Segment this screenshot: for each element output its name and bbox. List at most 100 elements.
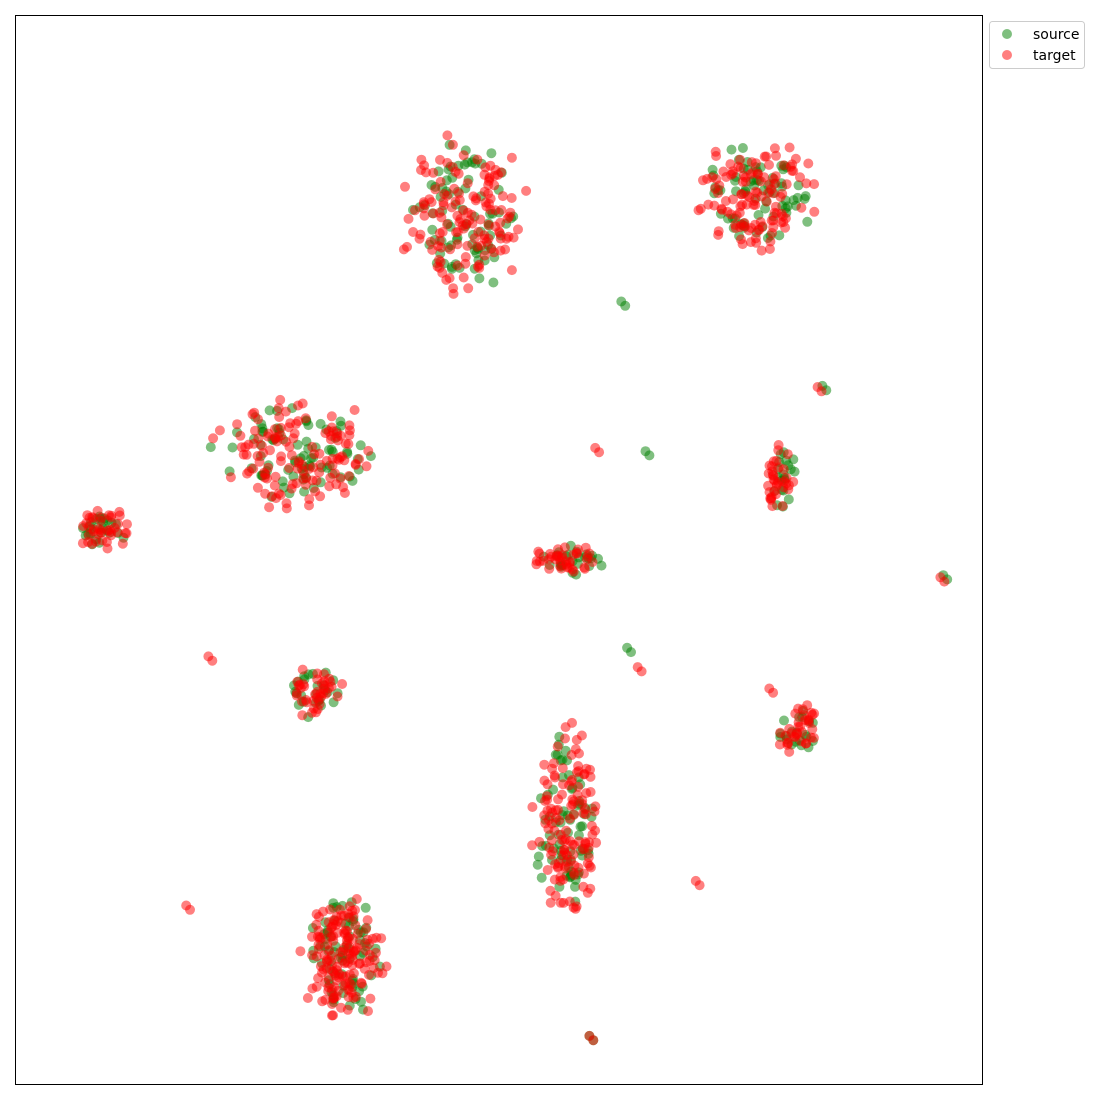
point-target-594	[573, 781, 584, 792]
point-target-673	[557, 763, 568, 774]
point-target-843	[342, 1004, 353, 1015]
point-target-240	[711, 151, 722, 161]
point-target-242	[809, 206, 820, 217]
point-target-93	[450, 196, 461, 207]
point-target-425	[88, 524, 99, 535]
point-target-699	[568, 902, 579, 913]
point-source-146	[802, 216, 813, 227]
point-target-448	[783, 484, 794, 495]
point-target-246	[740, 172, 751, 183]
point-target-692	[572, 767, 582, 778]
point-source-172	[264, 405, 275, 416]
point-source-31	[474, 273, 485, 284]
point-target-118	[426, 197, 437, 208]
point-target-415	[117, 538, 128, 549]
point-target-368	[235, 430, 246, 441]
point-source-352	[536, 872, 547, 883]
point-target-56	[452, 239, 463, 250]
point-target-249	[801, 178, 812, 189]
point-target-138	[463, 283, 474, 294]
point-target-705	[540, 818, 551, 829]
point-target-239	[790, 153, 801, 164]
points-layer	[77, 130, 953, 1046]
point-target-397	[87, 538, 97, 549]
point-target-481	[579, 563, 590, 574]
point-target-184	[770, 171, 781, 182]
point-target-9	[428, 167, 439, 178]
point-target-680	[558, 897, 569, 908]
point-target-852	[322, 956, 332, 967]
point-source-197	[205, 442, 216, 453]
point-target-858	[340, 971, 351, 982]
point-target-215	[718, 166, 729, 177]
point-target-700	[557, 789, 567, 800]
point-target-374	[264, 502, 275, 513]
point-target-111	[501, 233, 512, 244]
point-target-204	[730, 219, 741, 230]
point-target-127	[484, 172, 495, 183]
point-target-359	[315, 491, 326, 502]
point-target-833	[365, 993, 376, 1004]
point-target-337	[297, 459, 308, 470]
point-target-523	[332, 691, 343, 702]
point-target-539	[319, 676, 330, 687]
point-target-424	[82, 510, 93, 521]
point-target-859	[327, 1010, 337, 1021]
point-target-702	[566, 750, 577, 760]
point-target-847	[318, 906, 329, 917]
point-target-327	[252, 482, 263, 493]
point-target-112	[447, 162, 458, 173]
point-target-693	[560, 722, 571, 733]
point-target-198	[809, 179, 820, 190]
point-target-556	[802, 700, 813, 711]
point-target-687	[568, 867, 579, 878]
point-target-18	[445, 244, 456, 255]
point-target-117	[408, 227, 419, 237]
point-target-540	[318, 683, 329, 694]
point-target-388	[262, 473, 272, 484]
point-source-80	[737, 143, 748, 153]
legend-marker-source	[1002, 29, 1012, 39]
point-target-272	[326, 411, 337, 422]
point-target-59	[497, 191, 508, 202]
point-target-845	[364, 950, 375, 960]
point-target-236	[784, 142, 795, 153]
point-source-196	[315, 418, 326, 429]
point-target-535	[294, 679, 305, 690]
point-target-429	[104, 524, 115, 535]
point-target-338	[287, 479, 298, 490]
point-target-125	[474, 259, 485, 270]
point-target-839	[311, 981, 322, 992]
point-target-356	[307, 475, 318, 486]
point-target-757	[363, 1006, 373, 1017]
point-target-370	[343, 471, 354, 481]
point-target-630	[549, 770, 560, 781]
point-target-844	[346, 987, 357, 998]
point-target-704	[590, 825, 601, 836]
point-target-709	[561, 850, 572, 860]
point-target-389	[253, 433, 264, 444]
point-target-134	[506, 265, 517, 276]
point-target-694	[540, 796, 550, 806]
point-target-139	[452, 210, 463, 221]
point-target-386	[263, 428, 274, 439]
point-target-543	[313, 695, 324, 705]
point-target-838	[333, 985, 344, 996]
point-target-224	[703, 199, 714, 210]
point-target-867	[694, 880, 705, 891]
point-target-219	[795, 172, 805, 183]
point-target-855	[313, 925, 324, 936]
point-target-354	[254, 456, 265, 467]
point-target-863	[207, 655, 218, 666]
point-target-809	[350, 920, 361, 931]
point-source-404	[552, 749, 563, 760]
point-target-319	[293, 416, 304, 427]
point-target-504	[581, 554, 592, 565]
point-target-16	[414, 233, 425, 244]
point-target-596	[576, 730, 587, 741]
point-target-95	[458, 150, 469, 161]
point-target-161	[803, 158, 814, 169]
point-target-357	[238, 449, 249, 460]
point-target-698	[580, 804, 591, 815]
point-target-696	[560, 863, 571, 874]
